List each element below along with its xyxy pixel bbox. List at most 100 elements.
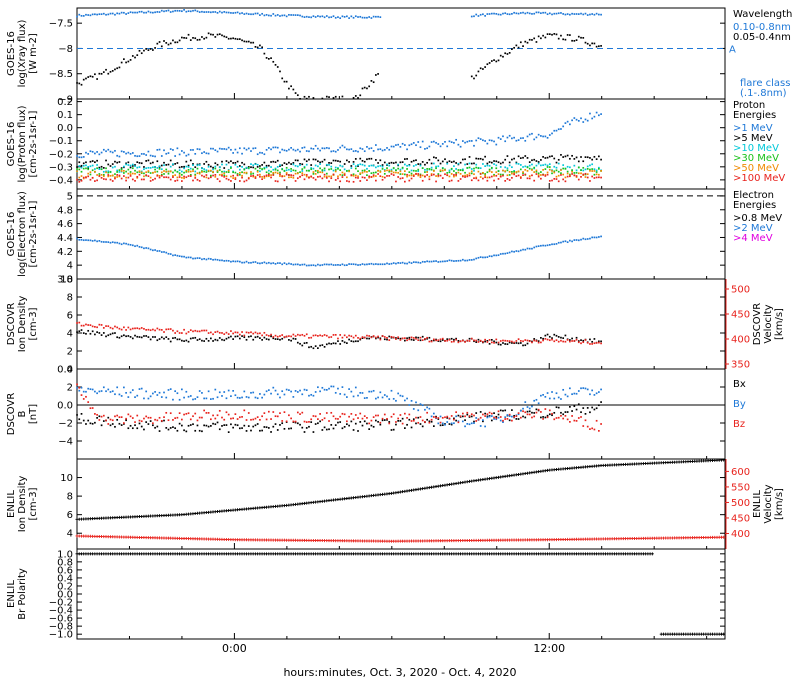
data-point	[265, 13, 268, 16]
data-point	[484, 412, 486, 415]
data-point	[76, 82, 78, 84]
data-point	[305, 175, 308, 178]
data-point	[571, 39, 573, 42]
data-point	[156, 327, 159, 330]
data-point	[598, 391, 600, 393]
data-point	[254, 417, 257, 420]
data-point	[85, 239, 87, 241]
data-point	[475, 417, 478, 419]
data-point	[292, 176, 295, 179]
data-point	[100, 176, 103, 179]
data-point	[354, 167, 357, 170]
data-point	[272, 174, 275, 176]
data-point	[225, 36, 228, 39]
data-point	[464, 158, 466, 161]
data-point	[580, 416, 582, 418]
data-point	[470, 413, 473, 416]
data-point	[140, 52, 143, 55]
data-point	[143, 166, 145, 168]
data-point	[569, 34, 571, 36]
data-point	[176, 9, 179, 12]
y-axis-label: GOES-16	[6, 31, 17, 76]
data-point	[595, 12, 598, 15]
y-tick-label: 2	[67, 383, 73, 394]
data-point	[82, 78, 85, 81]
data-point	[232, 152, 234, 154]
data-point	[118, 175, 121, 178]
data-point	[123, 423, 125, 425]
data-point	[265, 390, 268, 393]
data-point	[198, 180, 201, 182]
data-point	[125, 61, 127, 64]
data-point	[524, 248, 527, 251]
data-point	[584, 176, 587, 178]
data-point	[589, 170, 591, 172]
data-point	[252, 13, 255, 16]
data-point	[524, 173, 527, 176]
data-point	[517, 338, 520, 341]
data-point	[457, 340, 460, 342]
data-point	[314, 391, 317, 393]
legend-entry: >10 MeV	[733, 143, 779, 154]
data-point	[85, 13, 87, 16]
data-point	[276, 429, 279, 431]
data-point	[577, 119, 580, 122]
data-point	[160, 45, 163, 48]
data-point	[261, 429, 263, 432]
data-point	[274, 338, 277, 340]
data-point	[98, 174, 101, 177]
data-point	[495, 171, 498, 174]
data-point	[448, 140, 451, 143]
data-point	[424, 171, 426, 173]
data-point	[341, 412, 344, 415]
data-point	[160, 9, 163, 12]
data-point	[448, 259, 451, 262]
data-point	[163, 337, 165, 340]
data-point	[91, 330, 94, 333]
data-point	[256, 169, 259, 172]
data-point	[361, 87, 364, 90]
data-point	[412, 165, 415, 167]
data-point	[477, 179, 480, 182]
data-point	[187, 168, 190, 171]
data-point	[163, 149, 165, 152]
data-point	[339, 421, 342, 423]
data-point	[127, 151, 130, 154]
data-point	[109, 171, 112, 173]
data-point	[600, 401, 602, 403]
data-point	[296, 172, 299, 175]
data-point	[488, 13, 491, 15]
data-point	[426, 336, 429, 339]
data-point	[252, 332, 255, 335]
data-point	[495, 143, 498, 146]
data-point	[198, 164, 201, 166]
data-point	[134, 334, 136, 337]
data-point	[439, 170, 442, 173]
data-point	[136, 11, 139, 14]
data-point	[98, 72, 101, 75]
legend-annotation: (.1-.8nm)	[740, 88, 787, 99]
legend-entry: >50 MeV	[733, 163, 779, 174]
data-point	[531, 169, 533, 171]
data-point	[230, 148, 232, 151]
data-point	[346, 159, 348, 162]
data-point	[308, 95, 310, 98]
data-point	[198, 338, 201, 341]
data-point	[437, 422, 440, 425]
data-point	[194, 174, 197, 177]
data-point	[156, 160, 159, 163]
data-point	[82, 390, 85, 393]
data-point	[551, 243, 553, 246]
data-point	[123, 165, 125, 168]
data-point	[303, 146, 306, 149]
data-point	[435, 339, 437, 342]
data-point	[493, 412, 495, 415]
data-point	[303, 165, 306, 168]
data-point	[256, 170, 259, 173]
data-point	[194, 257, 197, 260]
data-point	[424, 337, 426, 340]
data-point	[252, 391, 255, 394]
data-point	[138, 246, 141, 248]
data-point	[288, 414, 290, 417]
data-point	[484, 173, 486, 175]
